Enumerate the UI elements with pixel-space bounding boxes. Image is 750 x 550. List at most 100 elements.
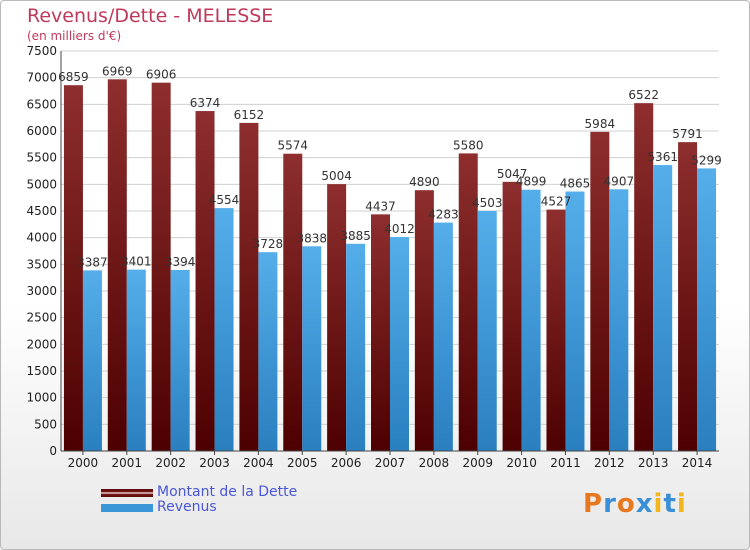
bar-revenus-2000 bbox=[82, 270, 102, 451]
bar-debt-2010 bbox=[502, 181, 522, 451]
proxiti-logo: Proxiti bbox=[583, 489, 687, 519]
logo-letter: r bbox=[603, 489, 617, 519]
y-tick-label: 5500 bbox=[26, 151, 57, 165]
data-label-revenus-2010: 4899 bbox=[516, 175, 547, 189]
bar-revenus-2012 bbox=[609, 189, 629, 451]
y-tick-label: 1000 bbox=[26, 391, 57, 405]
bar-revenus-2003 bbox=[214, 208, 234, 451]
data-label-debt-2007: 4437 bbox=[365, 199, 396, 213]
x-tick-label-2008: 2008 bbox=[419, 456, 450, 470]
data-label-revenus-2001: 3401 bbox=[121, 255, 152, 269]
bar-debt-2001 bbox=[107, 79, 127, 451]
x-tick-label-2013: 2013 bbox=[638, 456, 669, 470]
chart-subtitle: (en milliers d'€) bbox=[27, 29, 122, 43]
y-tick-label: 7500 bbox=[26, 44, 57, 58]
bar-revenus-2001 bbox=[126, 269, 146, 451]
x-tick-label-2014: 2014 bbox=[682, 456, 713, 470]
data-label-revenus-2012: 4907 bbox=[604, 174, 635, 188]
bar-debt-2004 bbox=[239, 122, 259, 451]
bar-revenus-2004 bbox=[258, 252, 278, 451]
y-tick-label: 5000 bbox=[26, 177, 57, 191]
legend-label-debt: Montant de la Dette bbox=[157, 484, 298, 500]
logo-letter: P bbox=[583, 489, 604, 519]
x-tick-label-2010: 2010 bbox=[506, 456, 537, 470]
bar-revenus-2005 bbox=[302, 246, 322, 451]
y-tick-label: 6000 bbox=[26, 124, 57, 138]
bar-debt-2014 bbox=[678, 142, 698, 451]
data-label-debt-2009: 5580 bbox=[453, 138, 484, 152]
data-label-debt-2014: 5791 bbox=[672, 127, 703, 141]
data-label-revenus-2011: 4865 bbox=[560, 177, 591, 191]
y-tick-label: 6500 bbox=[26, 97, 57, 111]
y-tick-label: 0 bbox=[49, 444, 57, 458]
data-label-debt-2012: 5984 bbox=[585, 117, 616, 131]
data-label-debt-2003: 6374 bbox=[190, 96, 221, 110]
data-label-debt-2013: 6522 bbox=[628, 88, 659, 102]
x-tick-label-2009: 2009 bbox=[462, 456, 493, 470]
logo-letter: t bbox=[663, 489, 677, 519]
bar-debt-2007 bbox=[371, 214, 390, 451]
y-tick-label: 7000 bbox=[26, 71, 57, 85]
data-label-revenus-2013: 5361 bbox=[647, 150, 678, 164]
y-tick-label: 500 bbox=[34, 417, 57, 431]
x-tick-label-2002: 2002 bbox=[155, 456, 186, 470]
bar-debt-2008 bbox=[414, 190, 434, 451]
bar-debt-2005 bbox=[283, 153, 303, 451]
bar-debt-2006 bbox=[327, 184, 347, 451]
data-label-revenus-2002: 3394 bbox=[165, 255, 196, 269]
data-label-debt-2011: 4527 bbox=[541, 195, 572, 209]
data-label-debt-2002: 6906 bbox=[146, 68, 177, 82]
chart-title: Revenus/Dette - MELESSE bbox=[27, 5, 274, 27]
y-tick-label: 2000 bbox=[26, 337, 57, 351]
bar-revenus-2008 bbox=[433, 222, 453, 451]
logo-letter: x bbox=[635, 489, 654, 519]
data-label-revenus-2005: 3838 bbox=[296, 231, 327, 245]
bar-revenus-2010 bbox=[521, 189, 541, 451]
data-label-revenus-2000: 3387 bbox=[77, 255, 108, 269]
bar-revenus-2013 bbox=[653, 165, 673, 451]
x-tick-label-2000: 2000 bbox=[68, 456, 99, 470]
y-tick-label: 1500 bbox=[26, 364, 57, 378]
x-tick-label-2012: 2012 bbox=[594, 456, 625, 470]
x-tick-label-2005: 2005 bbox=[287, 456, 318, 470]
y-tick-label: 3000 bbox=[26, 284, 57, 298]
bar-debt-2003 bbox=[195, 111, 215, 451]
x-tick-label-2006: 2006 bbox=[331, 456, 362, 470]
data-label-revenus-2014: 5299 bbox=[691, 153, 722, 167]
logo-letter: i bbox=[676, 489, 687, 519]
x-tick-label-2003: 2003 bbox=[199, 456, 230, 470]
data-label-debt-2006: 5004 bbox=[321, 169, 352, 183]
legend-swatch-revenus bbox=[101, 504, 153, 512]
data-labels: 6859 3387 6969 3401 6906 3394 6374 4554 6152 3728… bbox=[58, 64, 722, 269]
legend-swatch-debt bbox=[101, 489, 153, 497]
bar-debt-2011 bbox=[546, 209, 566, 451]
bar-debt-2012 bbox=[590, 131, 610, 451]
bar-revenus-2002 bbox=[170, 269, 190, 451]
data-label-revenus-2007: 4012 bbox=[384, 222, 415, 236]
data-label-debt-2005: 5574 bbox=[277, 139, 308, 153]
x-tick-label-2001: 2001 bbox=[112, 456, 143, 470]
data-label-revenus-2009: 4503 bbox=[472, 196, 503, 210]
data-label-revenus-2003: 4554 bbox=[209, 193, 240, 207]
x-tick-label-2007: 2007 bbox=[375, 456, 406, 470]
bar-revenus-2009 bbox=[477, 210, 497, 451]
bar-debt-2013 bbox=[634, 103, 654, 451]
y-tick-label: 2500 bbox=[26, 311, 57, 325]
y-tick-label: 3500 bbox=[26, 257, 57, 271]
data-label-debt-2004: 6152 bbox=[234, 108, 265, 122]
data-label-revenus-2006: 3885 bbox=[340, 229, 371, 243]
y-tick-label: 4500 bbox=[26, 204, 57, 218]
logo-letter: i bbox=[653, 489, 664, 519]
bar-revenus-2006 bbox=[346, 243, 366, 451]
data-label-debt-2010: 5047 bbox=[497, 167, 528, 181]
bar-debt-2009 bbox=[458, 153, 478, 451]
bar-revenus-2007 bbox=[390, 237, 409, 451]
bar-debt-2000 bbox=[63, 85, 83, 451]
x-tick-label-2004: 2004 bbox=[243, 456, 274, 470]
bars bbox=[63, 79, 717, 452]
bar-revenus-2014 bbox=[697, 168, 717, 452]
bar-debt-2002 bbox=[151, 82, 171, 452]
bar-revenus-2011 bbox=[565, 191, 585, 452]
y-tick-label: 4000 bbox=[26, 231, 57, 245]
